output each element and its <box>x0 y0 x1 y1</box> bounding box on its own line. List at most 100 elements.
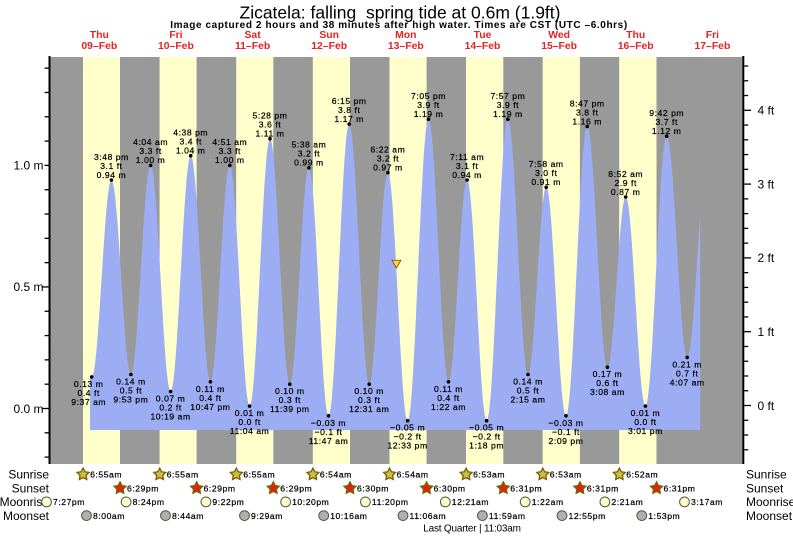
svg-text:6:53am: 6:53am <box>473 470 505 480</box>
svg-text:14–Feb: 14–Feb <box>465 41 501 52</box>
svg-text:Mon: Mon <box>395 30 416 41</box>
svg-text:10:47 pm: 10:47 pm <box>190 402 230 412</box>
svg-text:0.11 m: 0.11 m <box>434 384 463 394</box>
svg-text:0.5 ft: 0.5 ft <box>120 386 142 396</box>
svg-text:0.0 ft: 0.0 ft <box>634 417 656 427</box>
svg-text:1:18 pm: 1:18 pm <box>469 441 504 451</box>
svg-text:6:55am: 6:55am <box>167 470 199 480</box>
svg-text:1.17 m: 1.17 m <box>334 114 364 124</box>
svg-text:0.07 m: 0.07 m <box>156 394 186 404</box>
svg-text:7:05 pm: 7:05 pm <box>411 91 446 101</box>
svg-text:−0.2 ft: −0.2 ft <box>394 432 422 442</box>
svg-text:0.6 ft: 0.6 ft <box>596 378 618 388</box>
svg-text:11:06am: 11:06am <box>410 511 447 521</box>
svg-text:0.10 m: 0.10 m <box>354 386 384 396</box>
svg-text:0.10 m: 0.10 m <box>275 386 305 396</box>
svg-text:0.21 m: 0.21 m <box>672 359 702 369</box>
svg-text:0.5 ft: 0.5 ft <box>517 386 539 396</box>
svg-text:1 ft: 1 ft <box>758 325 775 339</box>
svg-text:12:31 am: 12:31 am <box>349 404 389 414</box>
svg-text:0.5 m: 0.5 m <box>13 280 43 294</box>
svg-text:6:52am: 6:52am <box>626 470 658 480</box>
svg-text:3.8 ft: 3.8 ft <box>576 107 598 117</box>
svg-text:10:16am: 10:16am <box>330 511 367 521</box>
svg-text:3.6 ft: 3.6 ft <box>259 120 281 130</box>
svg-text:0.4 ft: 0.4 ft <box>199 393 221 403</box>
svg-text:0.94 m: 0.94 m <box>97 170 127 180</box>
svg-text:7:11 am: 7:11 am <box>450 152 484 162</box>
svg-text:3.4 ft: 3.4 ft <box>179 137 201 147</box>
svg-text:3.1 ft: 3.1 ft <box>100 161 122 171</box>
svg-text:7:57 pm: 7:57 pm <box>490 91 525 101</box>
svg-text:0.91 m: 0.91 m <box>531 177 561 187</box>
svg-text:3:08 am: 3:08 am <box>590 387 625 397</box>
svg-text:8:52 am: 8:52 am <box>608 169 643 179</box>
svg-text:10:20pm: 10:20pm <box>292 497 329 507</box>
svg-text:11:20pm: 11:20pm <box>372 497 409 507</box>
svg-text:1.16 m: 1.16 m <box>572 116 602 126</box>
svg-text:0.2 ft: 0.2 ft <box>159 403 181 413</box>
svg-text:−0.03 m: −0.03 m <box>548 418 583 428</box>
svg-text:3:17am: 3:17am <box>691 497 723 507</box>
svg-text:1:22am: 1:22am <box>532 497 564 507</box>
svg-text:0.87 m: 0.87 m <box>611 187 641 197</box>
svg-text:1.19 m: 1.19 m <box>493 109 523 119</box>
svg-text:12:55pm: 12:55pm <box>569 511 606 521</box>
svg-text:09–Feb: 09–Feb <box>81 41 117 52</box>
svg-text:6:55am: 6:55am <box>90 470 122 480</box>
svg-text:Zicatela: falling spring tide: Zicatela: falling spring tide at 0.6m (1… <box>240 3 561 23</box>
svg-text:6:15 pm: 6:15 pm <box>332 96 367 106</box>
svg-text:12:21am: 12:21am <box>452 497 489 507</box>
svg-text:8:44am: 8:44am <box>172 511 204 521</box>
svg-text:0.3 ft: 0.3 ft <box>279 395 301 405</box>
svg-text:0.7 ft: 0.7 ft <box>676 368 698 378</box>
svg-text:11:39 pm: 11:39 pm <box>270 404 310 414</box>
svg-text:1.12 m: 1.12 m <box>652 126 682 136</box>
svg-text:0.4 ft: 0.4 ft <box>77 388 99 398</box>
svg-text:5:38 am: 5:38 am <box>291 140 326 150</box>
svg-text:3.3 ft: 3.3 ft <box>219 146 241 156</box>
svg-text:1.0 m: 1.0 m <box>13 159 43 173</box>
svg-text:Moonset: Moonset <box>746 509 793 523</box>
svg-text:3.1 ft: 3.1 ft <box>456 161 478 171</box>
svg-text:Fri: Fri <box>706 30 719 41</box>
svg-text:10:19 am: 10:19 am <box>150 412 190 422</box>
svg-text:Moonset: Moonset <box>3 509 50 523</box>
svg-text:5:28 pm: 5:28 pm <box>253 111 288 121</box>
svg-text:3:01 pm: 3:01 pm <box>628 426 663 436</box>
svg-text:3.9 ft: 3.9 ft <box>497 100 519 110</box>
svg-text:0.0 ft: 0.0 ft <box>238 417 260 427</box>
svg-text:6:29pm: 6:29pm <box>204 483 236 493</box>
svg-text:9:37 am: 9:37 am <box>71 397 106 407</box>
svg-text:−0.03 m: −0.03 m <box>311 418 346 428</box>
svg-text:0.13 m: 0.13 m <box>74 379 104 389</box>
svg-text:1.19 m: 1.19 m <box>414 109 444 119</box>
svg-text:Moonrise: Moonrise <box>0 495 49 509</box>
svg-text:4:51 am: 4:51 am <box>212 137 247 147</box>
svg-text:0.01 m: 0.01 m <box>235 408 265 418</box>
svg-text:Image captured 2 hours and 38: Image captured 2 hours and 38 minutes af… <box>170 20 628 31</box>
svg-text:3.7 ft: 3.7 ft <box>655 117 677 127</box>
svg-text:11:47 am: 11:47 am <box>309 436 349 446</box>
svg-text:Sunset: Sunset <box>746 481 784 495</box>
svg-text:11:59am: 11:59am <box>489 511 526 521</box>
svg-text:6:22 am: 6:22 am <box>370 145 405 155</box>
svg-text:6:53am: 6:53am <box>550 470 582 480</box>
svg-text:6:31pm: 6:31pm <box>587 483 619 493</box>
svg-text:1:22 am: 1:22 am <box>431 402 466 412</box>
svg-text:2.9 ft: 2.9 ft <box>614 178 636 188</box>
svg-text:Fri: Fri <box>169 30 182 41</box>
svg-text:2:09 pm: 2:09 pm <box>549 436 584 446</box>
svg-text:6:30pm: 6:30pm <box>357 483 389 493</box>
svg-text:3.2 ft: 3.2 ft <box>298 149 320 159</box>
svg-text:2:15 am: 2:15 am <box>511 395 546 405</box>
svg-text:1.11 m: 1.11 m <box>256 129 285 139</box>
svg-text:Sun: Sun <box>319 30 339 41</box>
svg-text:8:00am: 8:00am <box>93 511 125 521</box>
svg-text:7:58 am: 7:58 am <box>529 159 564 169</box>
svg-text:1.00 m: 1.00 m <box>215 155 245 165</box>
svg-text:Thu: Thu <box>626 30 645 41</box>
svg-text:10–Feb: 10–Feb <box>158 41 194 52</box>
svg-text:6:55am: 6:55am <box>243 470 275 480</box>
svg-text:0.17 m: 0.17 m <box>593 369 623 379</box>
